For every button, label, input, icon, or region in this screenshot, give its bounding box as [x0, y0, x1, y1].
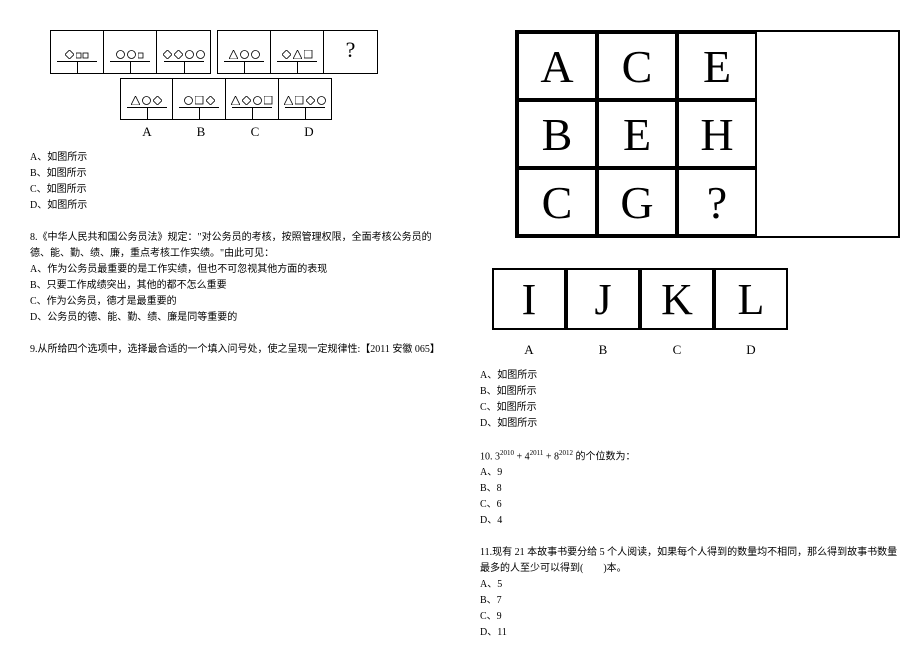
q7-cell-qmark: ? — [324, 31, 377, 73]
q10-block: 10. 32010 + 42011 + 82012 的个位数为： A、9 B、8… — [480, 448, 900, 529]
grid-cell: H — [677, 100, 757, 168]
q11-opt-d: D、11 — [480, 625, 900, 641]
q10-opt-c: C、6 — [480, 497, 900, 513]
q9-opt-b: B、如图所示 — [480, 384, 900, 400]
q7-label-a: A — [120, 124, 174, 140]
q9-opt-c: C、如图所示 — [480, 400, 900, 416]
q9-block: 9.从所给四个选项中，选择最合适的一个填入问号处，使之呈现一定规律性:【2011… — [30, 342, 450, 358]
strip-label-b: B — [566, 342, 640, 358]
q7-option-d — [279, 78, 332, 120]
q9-options: A、如图所示 B、如图所示 C、如图所示 D、如图所示 — [480, 368, 900, 432]
strip-cell: I — [492, 268, 566, 330]
grid-cell: E — [597, 100, 677, 168]
q7-label-c: C — [228, 124, 282, 140]
grid-cell: C — [597, 32, 677, 100]
q11-opt-c: C、9 — [480, 609, 900, 625]
q8-block: 8.《中华人民共和国公务员法》规定："对公务员的考核，按照管理权限，全面考核公务… — [30, 230, 450, 326]
q7-opt-b: B、如图所示 — [30, 166, 450, 182]
q7-opt-c: C、如图所示 — [30, 182, 450, 198]
strip-label-a: A — [492, 342, 566, 358]
q7-opt-a: A、如图所示 — [30, 150, 450, 166]
q8-opt-d: D、公务员的德、能、勤、绩、廉是同等重要的 — [30, 310, 450, 326]
q8-opt-a: A、作为公务员最重要的是工作实绩，但也不可忽视其他方面的表现 — [30, 262, 450, 278]
q11-opt-a: A、5 — [480, 577, 900, 593]
q7-option-a — [120, 78, 173, 120]
q7-option-c — [226, 78, 279, 120]
grid-cell: B — [517, 100, 597, 168]
q9-opt-a: A、如图所示 — [480, 368, 900, 384]
q11-block: 11.现有 21 本故事书要分给 5 个人阅读，如果每个人得到的数量均不相同，那… — [480, 545, 900, 641]
strip-cell: K — [640, 268, 714, 330]
q11-opt-b: B、7 — [480, 593, 900, 609]
q7-label-b: B — [174, 124, 228, 140]
q9-grid: A C E B E H C G ? — [515, 30, 900, 238]
grid-cell-qmark: ? — [677, 168, 757, 236]
q10-opt-a: A、9 — [480, 465, 900, 481]
grid-cell: C — [517, 168, 597, 236]
strip-label-c: C — [640, 342, 714, 358]
q7-options: A、如图所示 B、如图所示 C、如图所示 D、如图所示 — [30, 150, 450, 214]
q9-strip: I J K L — [492, 268, 900, 330]
strip-label-d: D — [714, 342, 788, 358]
grid-cell: G — [597, 168, 677, 236]
q11-text: 11.现有 21 本故事书要分给 5 个人阅读，如果每个人得到的数量均不相同，那… — [480, 545, 900, 577]
q10-opt-b: B、8 — [480, 481, 900, 497]
q7-opt-d: D、如图所示 — [30, 198, 450, 214]
q7-label-d: D — [282, 124, 336, 140]
q8-text: 8.《中华人民共和国公务员法》规定："对公务员的考核，按照管理权限，全面考核公务… — [30, 230, 450, 262]
strip-cell: J — [566, 268, 640, 330]
q7-cell — [51, 31, 104, 73]
q7-cell — [218, 31, 271, 73]
q10-text: 10. 32010 + 42011 + 82012 的个位数为： — [480, 448, 900, 465]
strip-cell: L — [714, 268, 788, 330]
q8-opt-c: C、作为公务员，德才是最重要的 — [30, 294, 450, 310]
q7-cell — [271, 31, 324, 73]
q7-cell — [104, 31, 157, 73]
grid-cell: E — [677, 32, 757, 100]
q7-figure: ? — [50, 30, 450, 140]
q10-opt-d: D、4 — [480, 513, 900, 529]
q9-text: 9.从所给四个选项中，选择最合适的一个填入问号处，使之呈现一定规律性:【2011… — [30, 342, 450, 358]
q7-cell — [157, 31, 210, 73]
q8-opt-b: B、只要工作成绩突出，其他的都不怎么重要 — [30, 278, 450, 294]
q9-opt-d: D、如图所示 — [480, 416, 900, 432]
q7-option-b — [173, 78, 226, 120]
grid-cell: A — [517, 32, 597, 100]
